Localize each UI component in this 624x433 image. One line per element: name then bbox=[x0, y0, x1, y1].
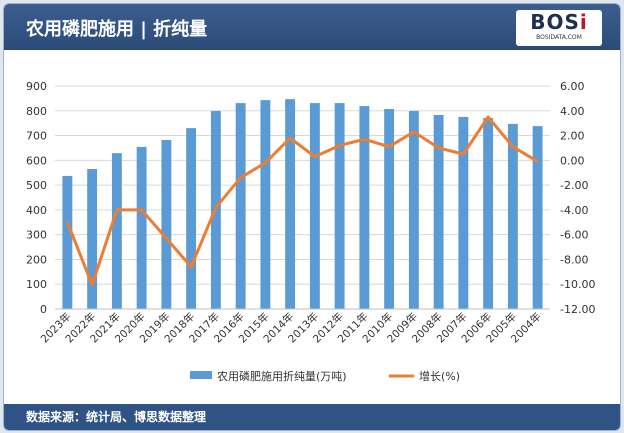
right-tick-label: 0.00 bbox=[560, 154, 585, 167]
line-point bbox=[240, 177, 242, 179]
right-tick-label: -2.00 bbox=[560, 179, 588, 192]
bar bbox=[136, 146, 147, 309]
line-point bbox=[66, 221, 68, 223]
bar bbox=[483, 117, 494, 309]
left-tick-label: 900 bbox=[26, 80, 47, 93]
line-point bbox=[462, 153, 464, 155]
left-tick-label: 0 bbox=[40, 303, 47, 316]
bar bbox=[532, 126, 543, 309]
bar bbox=[458, 116, 469, 309]
line-point bbox=[190, 266, 192, 268]
line-point bbox=[413, 131, 415, 133]
page-title: 农用磷肥施用 | 折纯量 bbox=[26, 19, 208, 40]
right-tick-label: -8.00 bbox=[560, 253, 588, 266]
bar bbox=[334, 103, 345, 309]
bar bbox=[507, 123, 518, 309]
line-point bbox=[438, 147, 440, 149]
left-tick-label: 200 bbox=[26, 253, 47, 266]
line-point bbox=[388, 146, 390, 148]
left-tick-label: 100 bbox=[26, 278, 47, 291]
bar bbox=[161, 140, 172, 309]
right-tick-label: 6.00 bbox=[560, 80, 585, 93]
bar bbox=[285, 99, 296, 309]
bar bbox=[186, 128, 197, 309]
chart-card: 农用磷肥施用 | 折纯量 BOSi BOSIDATA.COM 0 100 200 30… bbox=[3, 3, 621, 431]
header: 农用磷肥施用 | 折纯量 BOSi BOSIDATA.COM bbox=[4, 4, 620, 50]
right-tick-label: -12.00 bbox=[560, 303, 595, 316]
line-point bbox=[215, 206, 217, 208]
bar bbox=[359, 106, 370, 309]
line-point bbox=[487, 116, 489, 118]
line-point bbox=[264, 162, 266, 164]
line-point bbox=[165, 237, 167, 239]
bar bbox=[260, 100, 271, 309]
line-point bbox=[289, 137, 291, 139]
bar bbox=[408, 111, 419, 309]
left-tick-label: 600 bbox=[26, 154, 47, 167]
legend-bar-label: 农用磷肥施用折纯量(万吨) bbox=[217, 369, 347, 383]
logo: BOSi BOSIDATA.COM bbox=[516, 10, 602, 46]
line-point bbox=[91, 284, 93, 286]
line-point bbox=[116, 209, 118, 211]
line-point bbox=[314, 156, 316, 158]
line-point bbox=[512, 146, 514, 148]
line-point bbox=[537, 161, 539, 163]
data-source: 数据来源：统计局、博思数据整理 bbox=[4, 404, 620, 430]
left-tick-label: 500 bbox=[26, 179, 47, 192]
left-tick-label: 400 bbox=[26, 204, 47, 217]
bar bbox=[111, 153, 122, 309]
bar bbox=[87, 169, 98, 309]
legend-line-label: 增长(%) bbox=[419, 369, 460, 383]
left-tick-label: 700 bbox=[26, 130, 47, 143]
combo-chart: 0 100 200 300 400 500 600 700 800 900 -12.00 -10.00… bbox=[26, 80, 595, 383]
bar bbox=[433, 114, 444, 310]
line-point bbox=[339, 144, 341, 146]
growth-line bbox=[65, 115, 539, 287]
left-tick-label: 300 bbox=[26, 229, 47, 242]
line-point bbox=[141, 209, 143, 211]
right-tick-label: 4.00 bbox=[560, 105, 585, 118]
right-tick-label: -10.00 bbox=[560, 278, 595, 291]
right-tick-label: -6.00 bbox=[560, 229, 588, 242]
bar bbox=[235, 103, 246, 309]
legend-bar-swatch bbox=[190, 371, 212, 379]
right-tick-label: 2.00 bbox=[560, 130, 585, 143]
bar bbox=[309, 103, 320, 309]
line-point bbox=[363, 138, 365, 140]
left-tick-label: 800 bbox=[26, 105, 47, 118]
bar bbox=[62, 175, 73, 309]
bar bbox=[384, 109, 395, 309]
right-tick-label: -4.00 bbox=[560, 204, 588, 217]
